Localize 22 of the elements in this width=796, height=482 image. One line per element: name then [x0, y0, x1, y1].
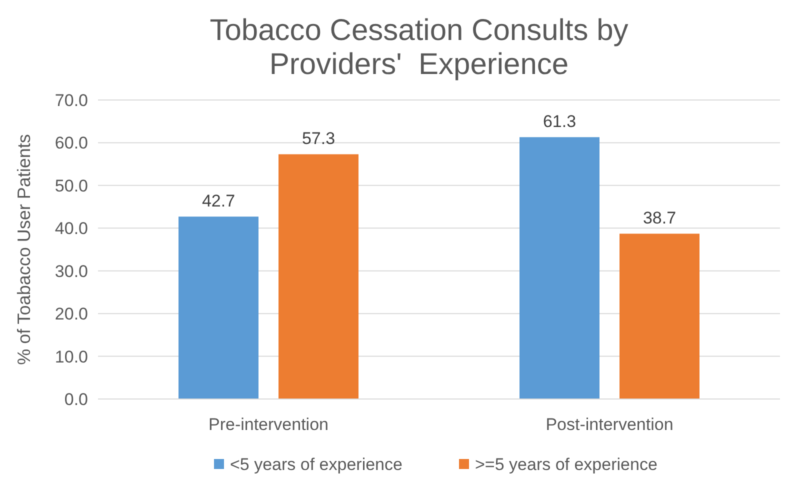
- y-axis-title: % of Toabacco User Patients: [14, 134, 34, 365]
- data-label: 42.7: [202, 192, 236, 211]
- bar: [620, 234, 700, 399]
- y-tick-label: 60.0: [54, 134, 88, 153]
- chart-title: Tobacco Cessation Consults by Providers' Experience: [210, 14, 628, 81]
- bar: [278, 154, 358, 399]
- data-label: 57.3: [302, 129, 336, 148]
- bar: [520, 137, 600, 399]
- y-tick-label: 50.0: [54, 176, 88, 196]
- y-tick-label: 40.0: [54, 219, 88, 238]
- data-label: 38.7: [642, 208, 676, 228]
- bar: [178, 216, 258, 399]
- legend-label: >=5 years of experience: [475, 455, 658, 474]
- y-tick-label: 0.0: [64, 390, 88, 409]
- y-tick-label: 10.0: [54, 347, 88, 366]
- x-tick-label: Post-intervention: [546, 415, 674, 434]
- y-tick-label: 70.0: [54, 91, 88, 110]
- data-label: 61.3: [542, 112, 576, 132]
- y-tick-label: 20.0: [54, 304, 88, 324]
- x-tick-label: Pre-intervention: [208, 415, 329, 434]
- y-tick-label: 30.0: [54, 262, 88, 281]
- legend-label: <5 years of experience: [230, 455, 402, 474]
